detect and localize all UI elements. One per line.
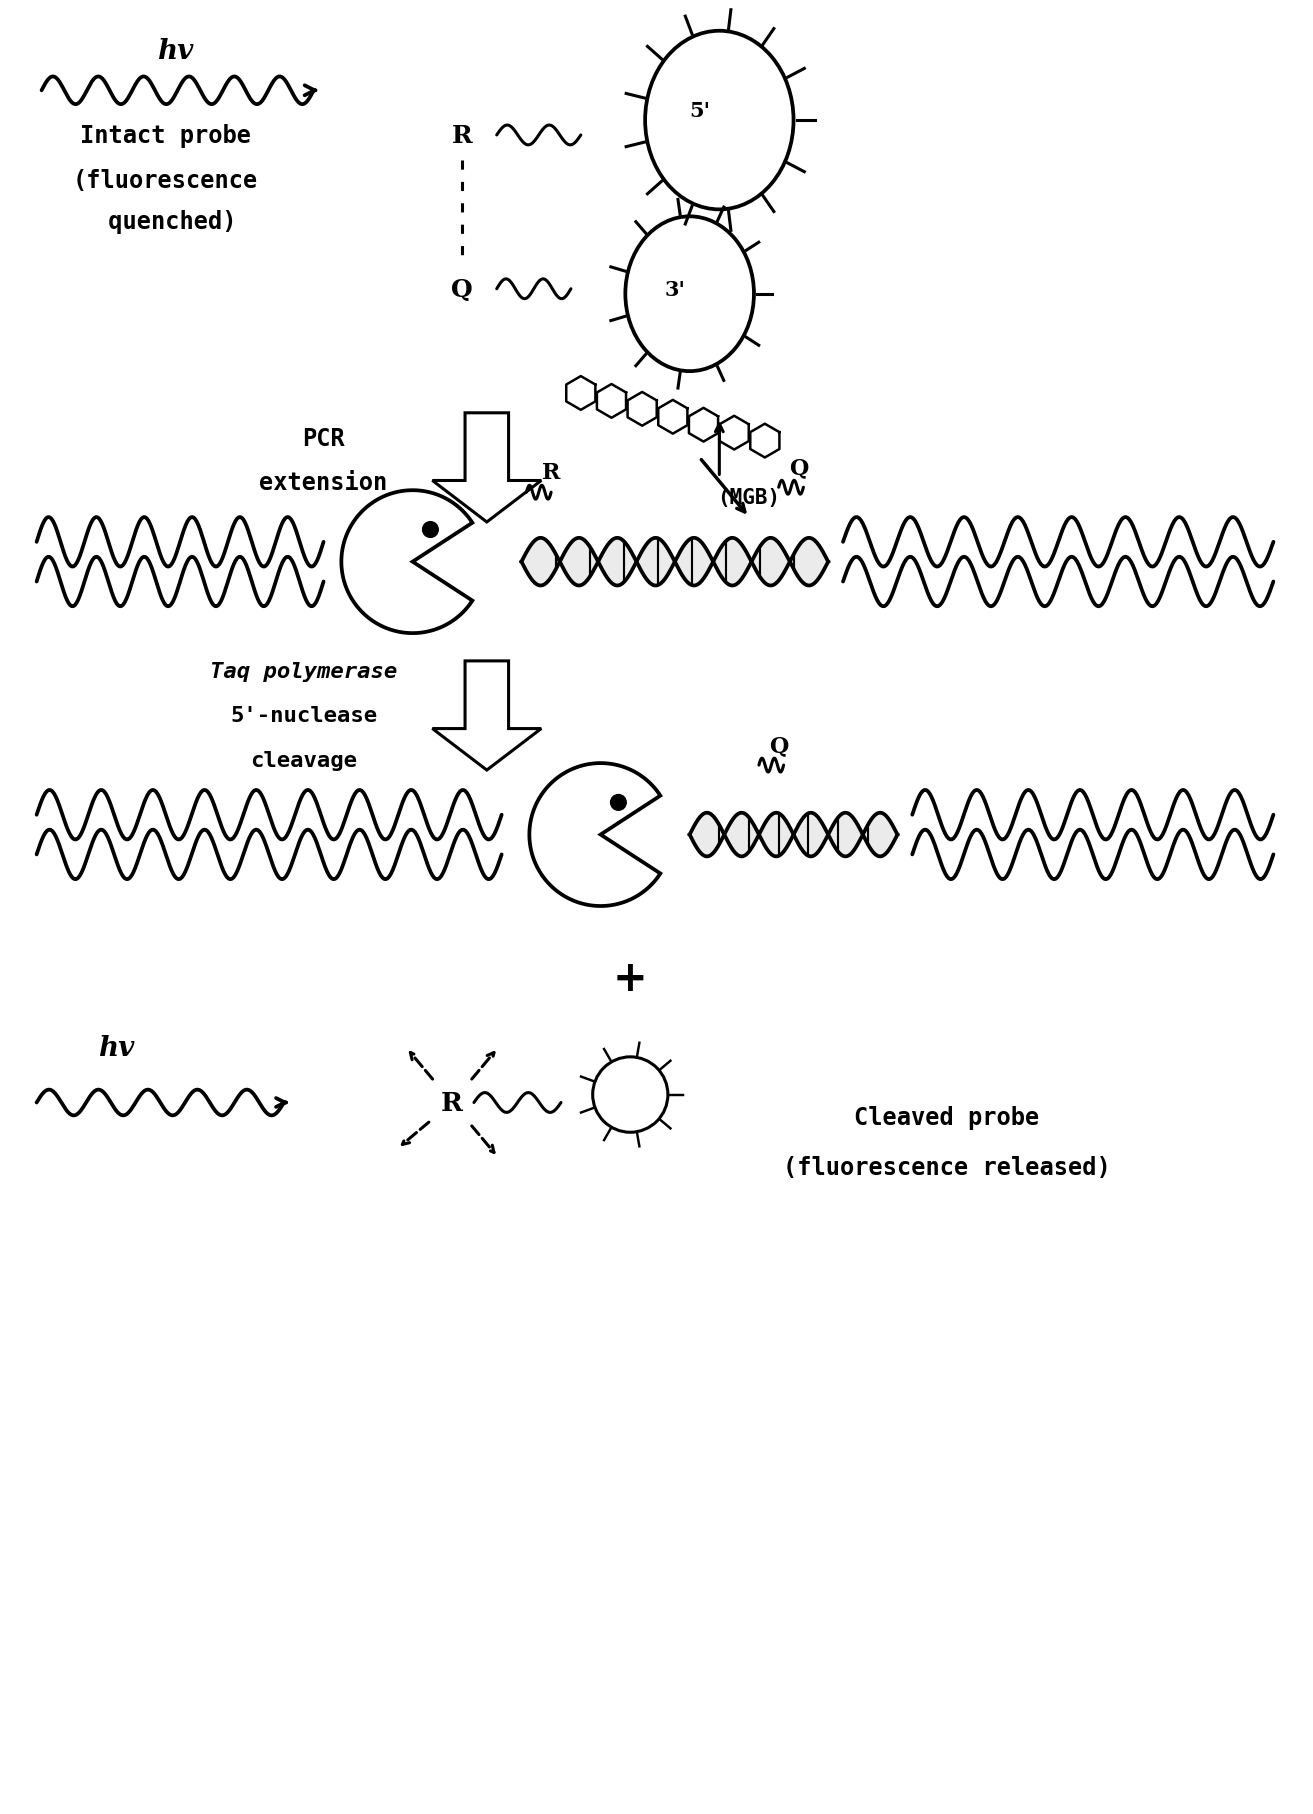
Text: quenched): quenched) [95, 210, 236, 234]
Polygon shape [432, 662, 541, 771]
Circle shape [423, 522, 439, 539]
Text: Cleaved probe: Cleaved probe [855, 1107, 1040, 1130]
Text: hv: hv [158, 38, 193, 65]
Text: hv: hv [97, 1034, 134, 1061]
Text: +: + [613, 958, 647, 1000]
Text: 3': 3' [664, 279, 685, 299]
Text: R: R [542, 463, 561, 484]
Text: extension: extension [260, 472, 387, 495]
Text: R: R [441, 1090, 463, 1116]
Text: (MGB): (MGB) [717, 488, 780, 508]
Text: Taq polymerase: Taq polymerase [210, 662, 398, 682]
Polygon shape [432, 414, 541, 522]
Text: (fluorescence: (fluorescence [72, 169, 257, 192]
Text: Q: Q [789, 457, 809, 479]
Text: Intact probe: Intact probe [80, 123, 251, 149]
Circle shape [611, 795, 626, 811]
Text: (fluorescence released): (fluorescence released) [783, 1156, 1111, 1179]
Text: Q: Q [452, 278, 473, 301]
Text: Q: Q [769, 735, 788, 756]
Text: 5': 5' [689, 102, 710, 122]
Text: cleavage: cleavage [251, 751, 357, 771]
Text: R: R [452, 123, 473, 149]
Text: 5'-nuclease: 5'-nuclease [230, 706, 377, 726]
Text: PCR: PCR [302, 426, 345, 450]
